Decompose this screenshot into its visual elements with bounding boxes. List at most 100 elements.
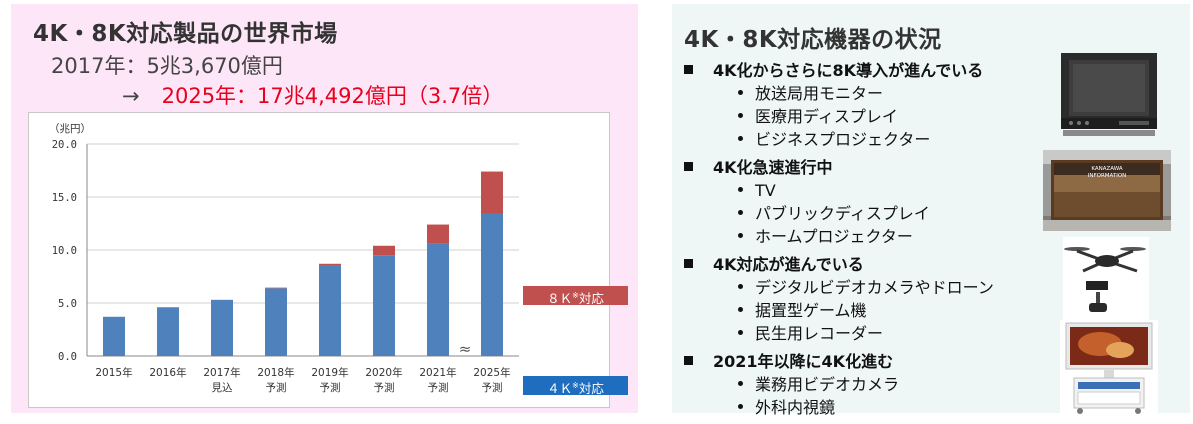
round-bullet-icon — [738, 233, 743, 238]
device-group-heading: 4K化急速進行中 — [682, 156, 1062, 179]
round-bullet-icon — [738, 210, 743, 215]
y-tick-label: 20.0 — [52, 139, 77, 151]
round-bullet-icon — [738, 187, 743, 192]
x-tick-label: 2019年 — [311, 366, 348, 379]
x-tick-label: 2017年 — [203, 366, 240, 379]
device-list-item: TV — [682, 179, 1062, 202]
square-bullet-icon — [684, 65, 693, 74]
round-bullet-icon — [738, 136, 743, 141]
public-display-image: KANAZAWA INFORMATION — [1043, 150, 1171, 231]
device-list-item-text: ホームプロジェクター — [755, 227, 913, 246]
device-list-item-text: 医療用ディスプレイ — [755, 107, 898, 126]
bar-8k — [481, 171, 503, 214]
device-list-item-text: 業務用ビデオカメラ — [755, 375, 900, 394]
axis-break-icon: ≈ — [459, 340, 472, 358]
device-list-item-text: 外科内視鏡 — [755, 398, 836, 417]
legend-4k: ４Ｋ※対応 — [523, 376, 628, 396]
y-tick-label: 15.0 — [52, 192, 77, 204]
bar-8k — [373, 245, 395, 256]
round-bullet-icon — [738, 90, 743, 95]
x-tick-label: 予測 — [266, 381, 287, 394]
x-tick-label: 予測 — [320, 381, 341, 394]
y-tick-label: 10.0 — [52, 245, 77, 257]
bar-8k — [265, 287, 287, 289]
x-tick-label: 予測 — [428, 381, 449, 394]
round-bullet-icon — [738, 284, 743, 289]
arrow-icon: → — [122, 84, 140, 108]
device-list-item: 業務用ビデオカメラ — [682, 373, 1062, 396]
x-tick-label: 見込 — [212, 382, 233, 394]
bar-4k — [211, 299, 233, 356]
x-tick-label: 予測 — [374, 381, 395, 394]
device-list-item: 外科内視鏡 — [682, 396, 1062, 419]
drone-image — [1063, 237, 1149, 320]
round-bullet-icon — [738, 307, 743, 312]
device-group: 4K化からさらに8K導入が進んでいる放送局用モニター 医療用ディスプレイビジネスプ… — [682, 59, 1062, 151]
x-tick-label: 2015年 — [95, 366, 132, 379]
market-2017-line: 2017年：5兆3,670億円 — [51, 54, 283, 78]
device-group: 4K化急速進行中 TV パブリックディスプレイ ホームプロジェクター — [682, 156, 1062, 248]
device-list-item: パブリックディスプレイ — [682, 202, 1062, 225]
bar-4k — [373, 255, 395, 356]
x-tick-label: 2016年 — [149, 366, 186, 379]
market-title: 4K・8K対応製品の世界市場 — [33, 21, 338, 47]
square-bullet-icon — [684, 162, 693, 171]
device-list-item: ビジネスプロジェクター — [682, 128, 1062, 151]
device-status-list: 4K化からさらに8K導入が進んでいる放送局用モニター 医療用ディスプレイビジネスプ… — [682, 59, 1062, 424]
x-tick-label: 2020年 — [365, 366, 402, 379]
square-bullet-icon — [684, 259, 693, 268]
device-list-item-text: パブリックディスプレイ — [755, 204, 930, 223]
device-group-heading-text: 4K対応が進んでいる — [713, 255, 864, 274]
device-group-heading: 4K化からさらに8K導入が進んでいる — [682, 59, 1062, 82]
bar-8k — [427, 224, 449, 244]
broadcast-monitor-image — [1059, 52, 1159, 139]
device-group: 2021年以降に4K化進む業務用ビデオカメラ 外科内視鏡 — [682, 350, 1062, 419]
round-bullet-icon — [738, 404, 743, 409]
x-tick-label: 予測 — [482, 381, 503, 394]
device-group-heading-text: 4K化急速進行中 — [713, 158, 833, 177]
bar-4k — [319, 265, 341, 356]
bar-4k — [265, 288, 287, 356]
bar-8k — [319, 263, 341, 266]
surgical-endoscope-cart-image — [1060, 320, 1158, 414]
bar-4k — [157, 307, 179, 356]
square-bullet-icon — [684, 356, 693, 365]
y-axis-unit-label: （兆円） — [49, 123, 91, 135]
device-list-item-text: 民生用レコーダー — [755, 324, 884, 343]
device-group-heading: 2021年以降に4K化進む — [682, 350, 1062, 373]
bar-4k — [103, 316, 125, 356]
x-tick-label: 2018年 — [257, 366, 294, 379]
round-bullet-icon — [738, 113, 743, 118]
device-list-item: 民生用レコーダー — [682, 322, 1062, 345]
display-sign-line-1: KANAZAWA — [1091, 166, 1123, 172]
devices-title: 4K・8K対応機器の状況 — [684, 27, 942, 53]
device-list-item-text: 放送局用モニター — [755, 84, 884, 103]
device-list-item: デジタルビデオカメラやドローン — [682, 276, 1062, 299]
device-list-item: 放送局用モニター — [682, 82, 1062, 105]
device-list-item: 医療用ディスプレイ — [682, 105, 1062, 128]
bar-4k — [481, 213, 503, 356]
x-tick-label: 2021年 — [419, 366, 456, 379]
device-group-heading-text: 2021年以降に4K化進む — [713, 352, 894, 371]
x-tick-label: 2025年 — [473, 366, 510, 379]
bar-4k — [427, 243, 449, 356]
device-group-heading-text: 4K化からさらに8K導入が進んでいる — [713, 61, 984, 80]
device-list-item-text: 据置型ゲーム機 — [755, 301, 867, 320]
legend-8k: ８Ｋ※対応 — [523, 286, 628, 306]
market-2025-line: → 2025年：17兆4,492億円（3.7倍） — [122, 80, 503, 110]
round-bullet-icon — [738, 381, 743, 386]
market-chart: （兆円） 0.0 5.0 10.0 15.0 20.0 2015年 2016年 2017年見込 2… — [28, 112, 628, 408]
device-list-item: 据置型ゲーム機 — [682, 299, 1062, 322]
device-list-item-text: ビジネスプロジェクター — [755, 130, 931, 149]
device-list-item-text: デジタルビデオカメラやドローン — [755, 278, 994, 297]
device-group-heading: 4K対応が進んでいる — [682, 253, 1062, 276]
y-tick-label: 0.0 — [58, 351, 77, 363]
display-sign-line-2: INFORMATION — [1088, 173, 1127, 179]
y-tick-label: 5.0 — [58, 298, 77, 310]
device-group: 4K対応が進んでいるデジタルビデオカメラやドローン 据置型ゲーム機 民生用レコーダー — [682, 253, 1062, 345]
market-2025-value: 2025年：17兆4,492億円（3.7倍） — [161, 84, 504, 108]
device-list-item-text: TV — [755, 181, 776, 200]
round-bullet-icon — [738, 330, 743, 335]
device-list-item: ホームプロジェクター — [682, 225, 1062, 248]
